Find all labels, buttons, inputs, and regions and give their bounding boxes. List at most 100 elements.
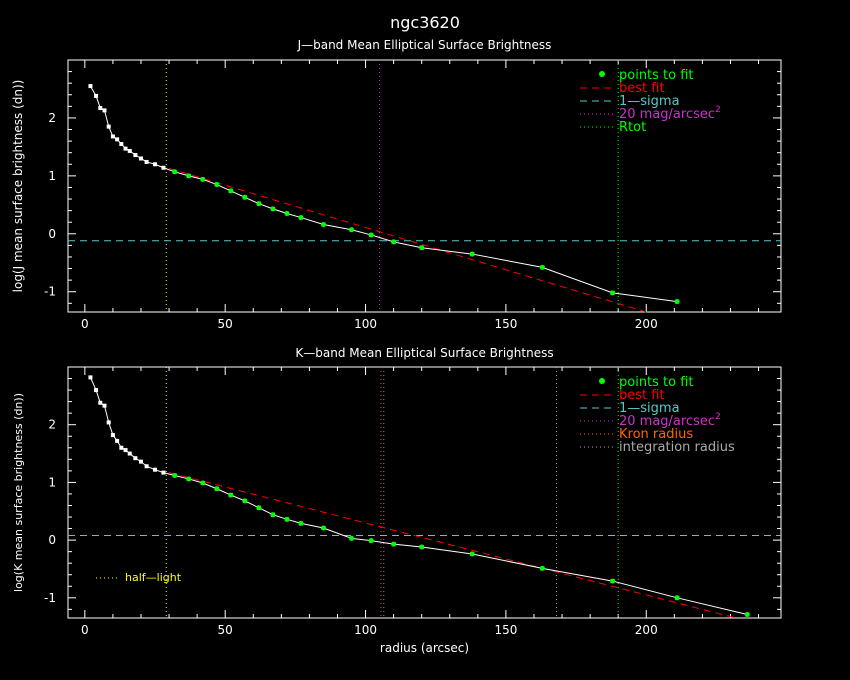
fit-point	[200, 176, 206, 182]
data-point	[133, 153, 138, 158]
fit-point	[419, 544, 425, 550]
data-point	[123, 448, 128, 453]
data-point	[110, 134, 115, 139]
data-point	[153, 467, 158, 472]
best-fit-line	[168, 472, 737, 619]
data-point	[115, 438, 120, 443]
legend-label: integration radius	[619, 440, 735, 455]
fit-point	[256, 201, 262, 207]
figure-title: ngc3620	[390, 13, 460, 32]
y-tick-label: 2	[48, 111, 56, 125]
x-tick-label: 200	[635, 317, 658, 331]
y-axis-label: log(J mean surface brightness (dn))	[11, 80, 25, 293]
legend-item: best fit	[580, 388, 665, 403]
legend-label: points to fit	[619, 375, 694, 390]
data-point	[110, 433, 115, 438]
fit-point	[172, 169, 178, 175]
fit-point	[284, 516, 290, 522]
legend-item: 1—sigma	[580, 401, 680, 416]
data-point	[106, 420, 111, 425]
x-tick-label: 100	[354, 317, 377, 331]
x-axis-label: radius (arcsec)	[380, 641, 469, 655]
legend-label-text: best fit	[619, 388, 665, 403]
legend-label-text: 20 mag/arcsec	[619, 107, 715, 122]
legend-label-text: integration radius	[619, 440, 735, 455]
fit-point	[674, 595, 680, 601]
fit-point	[744, 612, 750, 618]
fit-point	[610, 578, 616, 584]
data-point	[127, 148, 132, 153]
fit-point	[228, 492, 234, 498]
data-point	[115, 137, 120, 142]
legend-item: 20 mag/arcsec2	[580, 105, 721, 122]
legend-item: 20 mag/arcsec2	[580, 412, 721, 429]
data-point	[161, 165, 166, 170]
legend-label: best fit	[619, 388, 665, 403]
data-point	[138, 156, 143, 161]
data-point	[94, 93, 99, 98]
fit-point	[539, 264, 545, 270]
fit-point	[284, 211, 290, 217]
legend-item: integration radius	[580, 440, 735, 455]
legend-label: Kron radius	[619, 427, 693, 442]
legend-label-text: 20 mag/arcsec	[619, 414, 715, 429]
panel-j-band: J—band Mean Elliptical Surface Brightnes…	[11, 38, 782, 331]
y-tick-label: 1	[48, 169, 56, 183]
fit-point	[349, 227, 355, 233]
half-light-annotation: half—light	[96, 571, 182, 584]
legend-label-text: best fit	[619, 81, 665, 96]
panel-k-band: K—band Mean Elliptical Surface Brightnes…	[12, 346, 782, 655]
x-tick-label: 50	[218, 623, 233, 637]
legend-item: best fit	[580, 81, 665, 96]
legend-label: points to fit	[619, 68, 694, 83]
y-tick-label: 0	[48, 533, 56, 547]
data-point	[88, 375, 93, 380]
fit-point	[320, 222, 326, 228]
legend-label: best fit	[619, 81, 665, 96]
panel-title: K—band Mean Elliptical Surface Brightnes…	[295, 346, 553, 360]
x-tick-label: 200	[635, 623, 658, 637]
fit-point	[298, 520, 304, 526]
legend-superscript: 2	[715, 105, 721, 115]
half-light-label: half—light	[125, 571, 182, 584]
fit-point	[298, 215, 304, 221]
fit-point	[391, 239, 397, 245]
fit-point	[469, 251, 475, 257]
fit-point	[228, 188, 234, 194]
legend-label: 20 mag/arcsec2	[619, 412, 721, 429]
legend-label: Rtot	[619, 120, 646, 135]
legend-label-text: Rtot	[619, 120, 646, 135]
x-tick-label: 150	[494, 317, 517, 331]
data-point	[119, 142, 124, 146]
legend-superscript: 2	[715, 412, 721, 422]
fit-point	[320, 525, 326, 531]
x-tick-label: 150	[494, 623, 517, 637]
legend-item: points to fit	[599, 375, 694, 390]
fit-point	[539, 565, 545, 571]
data-point	[123, 146, 128, 151]
y-tick-label: -1	[44, 591, 56, 605]
data-point	[88, 84, 93, 89]
legend-item: Kron radius	[580, 427, 693, 442]
data-point	[98, 400, 103, 405]
y-tick-label: 0	[48, 227, 56, 241]
data-point	[144, 464, 149, 469]
data-point	[133, 456, 138, 461]
fit-point	[391, 541, 397, 547]
legend-label: 1—sigma	[619, 401, 680, 416]
x-tick-label: 50	[218, 317, 233, 331]
legend-item: points to fit	[599, 68, 694, 83]
y-tick-label: 1	[48, 475, 56, 489]
data-point	[153, 162, 158, 167]
fit-point	[368, 538, 374, 544]
data-point	[98, 106, 103, 111]
profile-line	[90, 85, 678, 303]
legend-label-text: points to fit	[619, 375, 694, 390]
data-point	[102, 403, 107, 408]
fit-point	[270, 512, 276, 518]
fit-point	[674, 299, 680, 305]
y-tick-label: 2	[48, 418, 56, 432]
fit-point	[186, 476, 192, 482]
data-point	[127, 451, 132, 456]
